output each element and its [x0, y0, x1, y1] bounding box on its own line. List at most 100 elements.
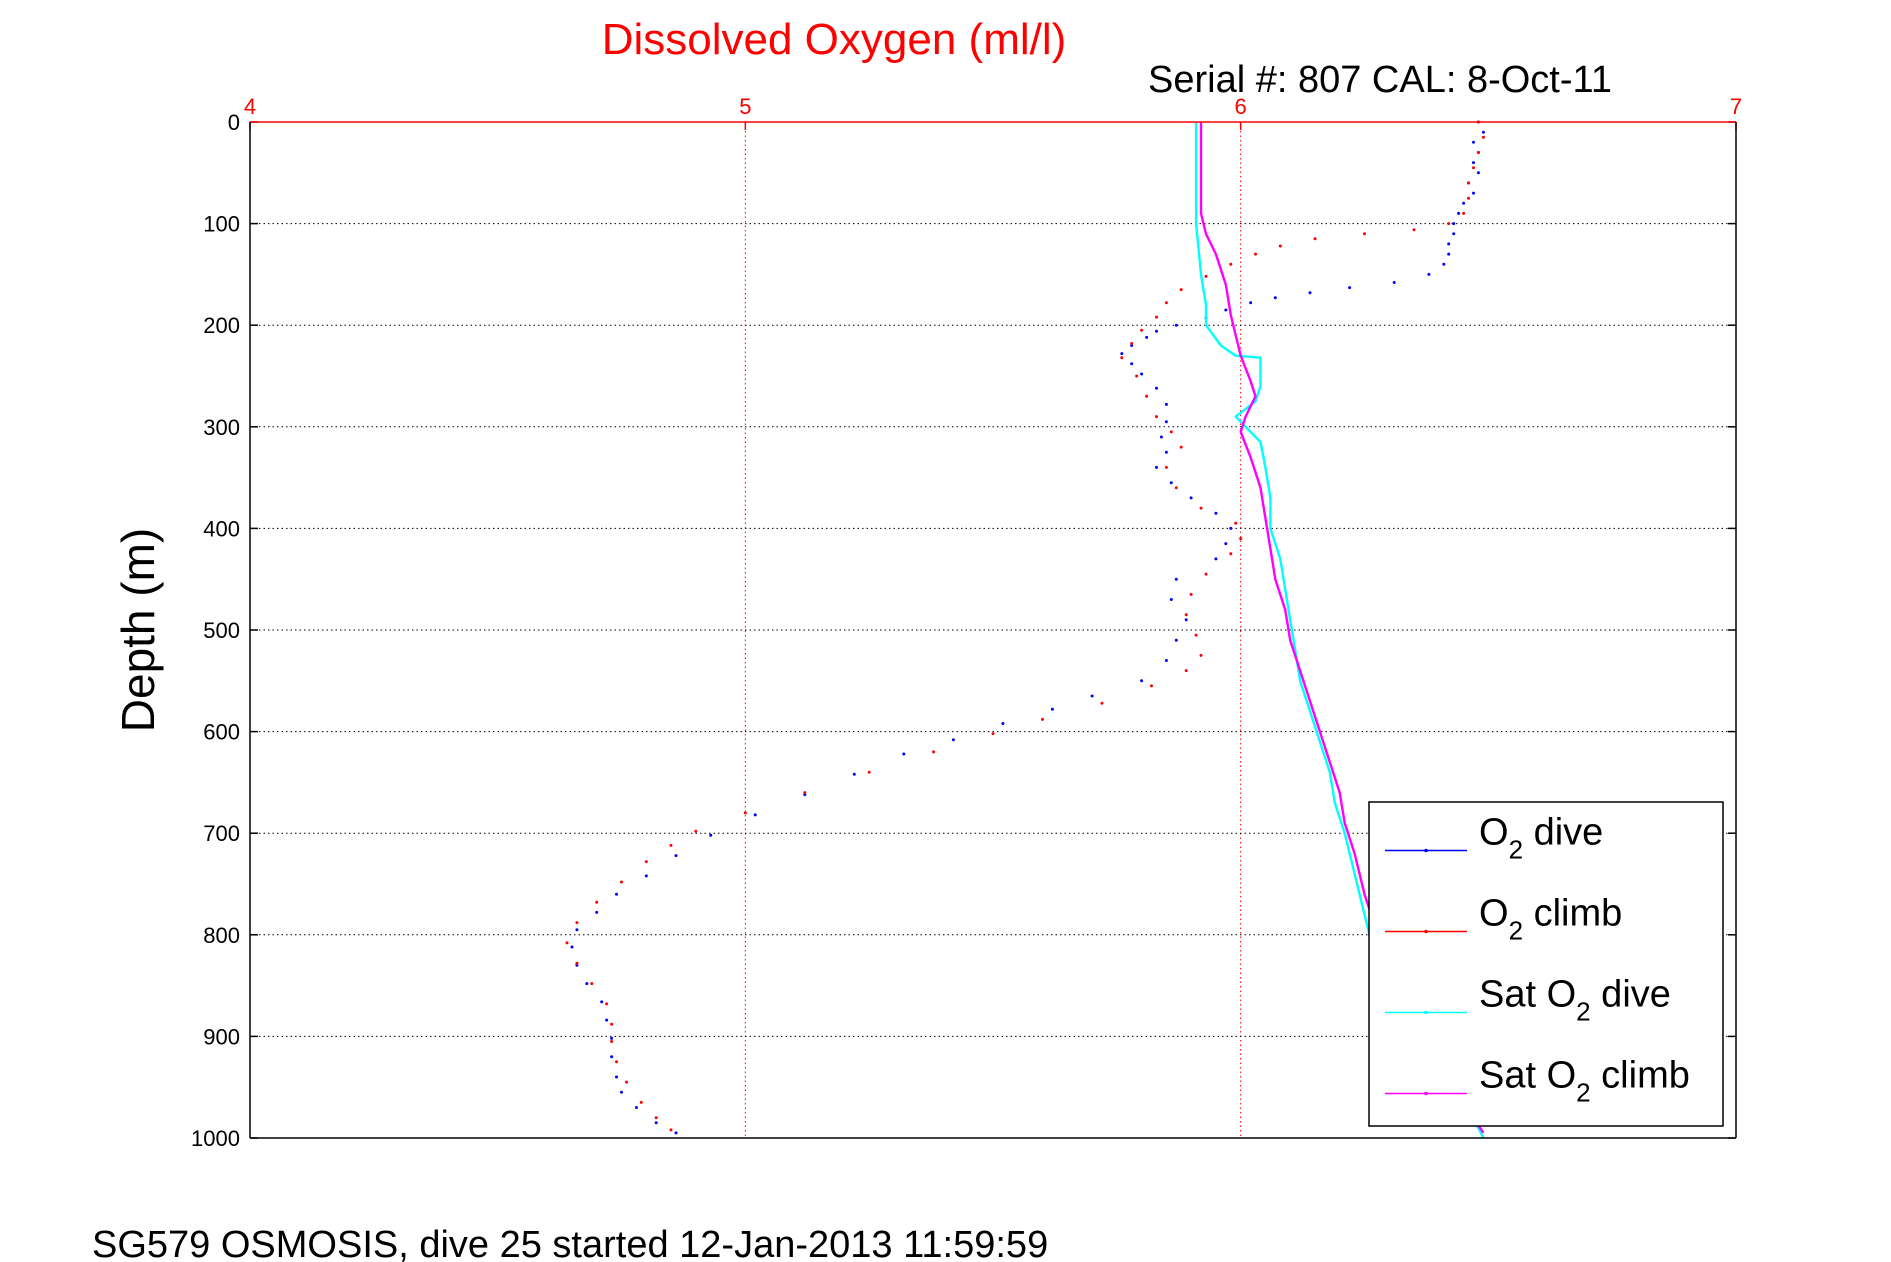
data-point: [1308, 291, 1312, 295]
y-axis-label: Depth (m): [112, 528, 164, 732]
legend-marker: [1424, 848, 1428, 853]
data-point: [585, 982, 589, 986]
data-point: [1476, 151, 1480, 154]
data-point: [1224, 542, 1228, 546]
data-point: [1229, 552, 1233, 556]
data-point: [694, 829, 698, 833]
data-point: [1130, 362, 1134, 366]
data-point: [639, 1100, 643, 1104]
y-tick-label: 600: [203, 720, 240, 745]
data-point: [1145, 335, 1149, 339]
data-point: [1174, 486, 1178, 490]
data-point: [669, 1128, 673, 1132]
y-tick-label: 500: [203, 618, 240, 643]
legend-entry: O2 dive: [1479, 812, 1603, 865]
data-point: [1457, 211, 1461, 215]
data-point: [1155, 465, 1158, 469]
legend-box: [1368, 801, 1724, 1127]
data-point: [1481, 135, 1485, 139]
data-point: [1159, 435, 1163, 439]
data-point: [1204, 274, 1208, 278]
data-point: [1164, 301, 1168, 305]
data-point: [1189, 496, 1193, 500]
data-point: [1155, 329, 1158, 333]
data-point: [1174, 638, 1178, 642]
data-point: [1239, 537, 1243, 541]
chart-subtitle: Serial #: 807 CAL: 8-Oct-11: [1148, 59, 1612, 101]
data-point: [1412, 228, 1416, 232]
data-point: [1155, 386, 1158, 390]
data-point: [654, 1116, 658, 1120]
data-point: [1155, 315, 1158, 319]
legend-entry: Sat O2 climb: [1479, 1055, 1690, 1108]
data-point: [1363, 232, 1366, 236]
data-point: [1145, 394, 1149, 398]
data-point: [1194, 633, 1198, 637]
data-point: [610, 1055, 614, 1059]
data-point: [1472, 161, 1475, 165]
data-point: [1184, 618, 1188, 622]
data-point: [1472, 140, 1475, 144]
y-tick-label: 300: [203, 415, 240, 440]
x-tick-label: 6: [1235, 94, 1247, 119]
data-point: [1164, 420, 1168, 424]
data-point: [605, 1018, 609, 1022]
data-point: [615, 1075, 618, 1079]
y-tick-label: 900: [203, 1024, 240, 1049]
x-tick-label: 4: [244, 94, 256, 119]
data-point: [1313, 237, 1317, 241]
data-point: [1214, 511, 1218, 515]
data-point: [1442, 262, 1446, 266]
data-point: [753, 813, 757, 817]
data-point: [1229, 526, 1233, 530]
data-point: [1140, 372, 1144, 376]
data-point: [654, 1121, 658, 1125]
data-point: [634, 1106, 638, 1109]
data-point: [625, 1080, 628, 1084]
y-tick-label: 400: [203, 516, 240, 541]
data-point: [1100, 701, 1104, 705]
data-point: [1184, 613, 1188, 617]
data-point: [1140, 328, 1144, 332]
data-point: [1462, 201, 1466, 205]
data-point: [620, 1090, 623, 1094]
data-point: [1481, 130, 1485, 134]
data-point: [1164, 465, 1168, 469]
data-point: [615, 892, 618, 896]
data-point: [1041, 717, 1044, 721]
data-point: [1130, 342, 1134, 345]
legend-entry: Sat O2 dive: [1479, 974, 1671, 1027]
data-point: [803, 791, 807, 795]
data-point: [590, 982, 594, 986]
data-point: [1278, 244, 1282, 248]
data-point: [605, 1002, 609, 1006]
data-point: [1472, 166, 1475, 170]
data-point: [1447, 222, 1451, 226]
data-point: [1169, 430, 1173, 434]
data-point: [1184, 669, 1188, 673]
data-point: [1169, 598, 1173, 601]
data-point: [595, 900, 599, 904]
data-point: [1135, 374, 1139, 378]
data-point: [610, 1036, 614, 1040]
data-point: [1462, 211, 1466, 215]
data-point: [615, 1060, 618, 1064]
data-point: [867, 770, 871, 774]
data-point: [1204, 572, 1208, 576]
data-point: [1189, 592, 1193, 596]
data-point: [1174, 323, 1178, 327]
y-axis-ticks: 0 100 200 300 400 500 600 700 800 900 1000: [191, 110, 1736, 1151]
data-point: [565, 941, 569, 945]
series-1: [570, 120, 1485, 1135]
legend-entry: O2 climb: [1479, 893, 1622, 946]
data-point: [595, 910, 599, 914]
data-point: [1120, 356, 1124, 360]
data-point: [1199, 506, 1203, 510]
data-point: [991, 732, 995, 736]
data-point: [1174, 577, 1178, 581]
y-tick-label: 800: [203, 923, 240, 948]
data-point: [951, 738, 955, 742]
data-point: [1452, 222, 1456, 226]
data-point: [1472, 191, 1475, 195]
data-point: [1150, 684, 1153, 688]
